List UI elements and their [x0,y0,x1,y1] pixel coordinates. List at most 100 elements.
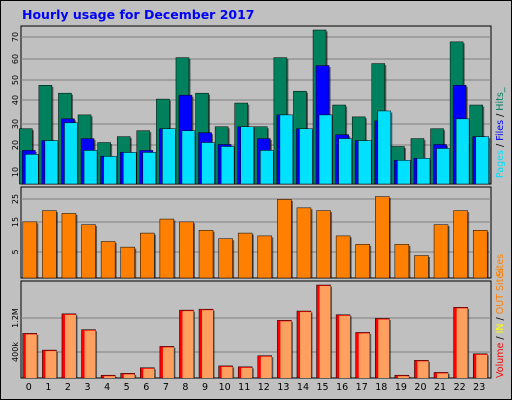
x-tick-label: 21 [434,382,446,393]
x-tick-label: 7 [163,382,169,393]
bar-sites-13 [277,199,292,279]
plot-area [20,280,492,379]
bar-pages-2 [64,122,78,185]
bar-volume-fill-9 [202,310,214,378]
bar-pages-19 [397,160,411,185]
y-tick-label: 1.2M [11,308,20,328]
bar-sites-20 [414,255,429,279]
bar-sites-6 [140,232,155,279]
x-tick-label: 11 [238,382,250,393]
y-tick-label: 25 [11,194,20,204]
bar-sites-15 [316,210,331,279]
x-tick-label: 2 [65,382,71,393]
bar-volume-fill-23 [476,354,488,378]
y-tick-label: 400k [11,342,20,362]
bar-sites-19 [394,244,410,279]
chart-title: Hourly usage for December 2017 [22,7,255,22]
bar-sites-2 [61,213,77,279]
bar-volume-fill-3 [84,330,96,378]
bar-pages-8 [181,130,196,185]
legend-volume-part: / [495,314,506,323]
legend-sites: Sites [495,254,506,277]
bar-pages-10 [220,146,235,185]
bar-volume-fill-5 [123,374,135,378]
bar-sites-9 [198,230,214,279]
bar-volume-fill-17 [358,333,370,378]
legend-volume: Volume / IN / OUT Sites [495,268,506,378]
x-tick-label: 10 [219,382,231,393]
x-tick-label: 22 [454,382,466,393]
bar-sites-10 [218,238,233,279]
x-tick-label: 23 [473,382,485,393]
legend-hits-files-pages-part: Files [495,120,506,141]
bar-pages-16 [338,138,352,185]
bar-volume-fill-4 [104,376,116,378]
bar-sites-23 [472,230,488,279]
x-tick-label: 3 [85,382,91,393]
x-tick-label: 9 [202,382,208,393]
x-tick-label: 4 [104,382,110,393]
y-tick-label: 40 [11,95,20,105]
y-tick-label: 30 [11,119,20,129]
y-tick-label: 60 [11,54,20,64]
legend-volume-part: OUT [495,294,506,314]
bar-volume-fill-0 [25,334,37,378]
x-tick-label: 19 [395,382,407,393]
bar-pages-7 [162,128,176,185]
legend-volume-part: Sites [495,268,506,291]
legend-hits-files-pages: Pages / Files / Hits_ [495,87,506,178]
legend-hits-files-pages-part: / [495,141,506,150]
y-tick-label: 15 [11,217,20,227]
bar-volume-fill-12 [260,356,272,378]
bar-volume-fill-18 [378,319,390,378]
y-tick-label: 5 [11,249,20,254]
x-tick-label: 0 [26,382,32,393]
x-tick-label: 20 [414,382,426,393]
bar-volume-fill-15 [319,286,331,378]
bar-pages-18 [377,110,392,185]
bar-pages-12 [260,150,274,185]
bar-sites-1 [42,210,57,279]
bar-sites-12 [257,235,273,279]
x-tick-label: 5 [124,382,130,393]
bar-volume-fill-7 [162,347,174,378]
bar-volume-fill-19 [397,376,409,378]
y-tick-label: 20 [11,140,20,150]
legend-volume-part: / [495,333,506,342]
bar-pages-21 [436,148,450,185]
legend-volume-part: Volume [495,343,506,378]
bar-pages-5 [122,152,137,185]
bar-volume-fill-8 [182,311,194,378]
x-tick-label: 17 [356,382,368,393]
x-tick-label: 6 [143,382,149,393]
bar-volume-fill-13 [280,321,292,378]
bar-pages-9 [201,142,215,185]
bar-pages-17 [357,140,372,185]
bar-pages-1 [44,140,59,185]
bar-volume-fill-11 [241,367,253,378]
x-tick-label: 15 [316,382,328,393]
x-tick-label: 14 [297,382,309,393]
bar-pages-4 [103,156,117,185]
bar-sites-21 [433,224,449,279]
bar-volume-fill-2 [64,314,76,378]
bar-sites-18 [375,196,390,279]
y-tick-label: 10 [11,167,20,177]
bar-pages-15 [318,114,333,185]
x-tick-label: 16 [336,382,348,393]
bar-volume-fill-10 [221,366,233,378]
bar-volume-fill-21 [437,373,449,378]
bar-sites-5 [120,246,135,279]
bar-sites-11 [237,232,253,279]
bar-pages-0 [25,154,39,185]
bar-volume-fill-22 [456,308,468,378]
bar-sites-14 [296,207,312,279]
bar-volume-fill-20 [417,361,429,378]
bar-sites-7 [159,218,175,279]
bar-pages-22 [455,118,470,185]
y-tick-label: 50 [11,75,20,85]
y-tick-label: 70 [11,32,20,42]
bar-pages-3 [83,150,98,185]
bar-volume-fill-1 [45,351,57,378]
